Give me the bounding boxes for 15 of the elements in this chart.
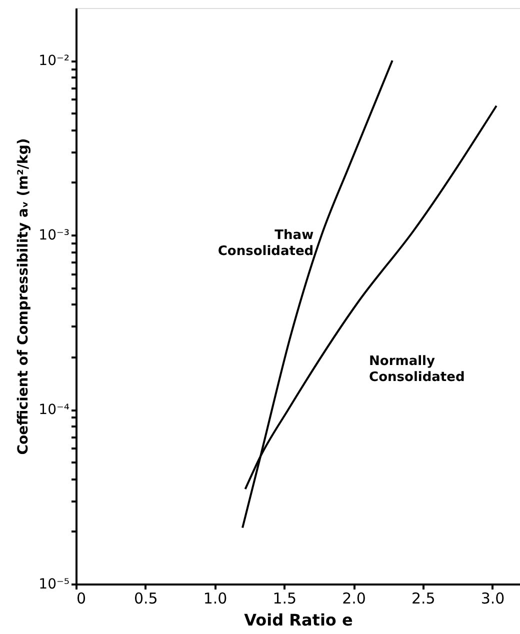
y-tick-label: 10⁻⁵: [38, 576, 70, 592]
x-tick-label: 0.5: [134, 590, 158, 608]
x-axis-title: Void Ratio e: [244, 610, 353, 630]
y-tick-label: 10⁻⁴: [38, 402, 70, 418]
x-tick-label: 2.5: [411, 590, 436, 608]
series-label: Thaw Consolidated: [218, 228, 314, 260]
text: Normally Consolidated: [369, 354, 465, 385]
x-tick-label: 2.0: [342, 590, 366, 608]
y-tick-label: 10⁻³: [38, 228, 70, 244]
x-tick-label: 1.5: [272, 590, 297, 608]
y-axis-title: Coefficient of Compressibility aᵥ (m²/kg): [16, 138, 32, 455]
x-tick-label: 3.0: [480, 590, 505, 608]
x-tick-label: 0: [76, 590, 86, 608]
y-tick-label: 10⁻²: [38, 53, 70, 70]
x-tick-label: 1.0: [203, 590, 228, 608]
